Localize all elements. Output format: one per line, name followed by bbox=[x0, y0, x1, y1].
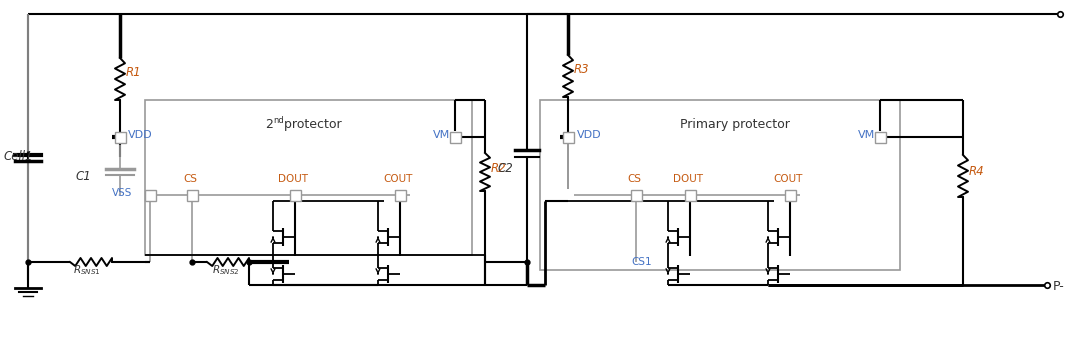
Bar bbox=[114, 131, 125, 143]
Bar bbox=[631, 189, 642, 201]
Text: COUT: COUT bbox=[773, 174, 802, 184]
Text: $R_{SNS2}$: $R_{SNS2}$ bbox=[212, 263, 240, 277]
Bar bbox=[540, 100, 900, 270]
Bar bbox=[685, 189, 696, 201]
Text: VM: VM bbox=[858, 130, 875, 140]
Text: R1: R1 bbox=[126, 66, 141, 79]
Text: nd: nd bbox=[273, 116, 284, 125]
Text: VSS: VSS bbox=[112, 188, 133, 198]
Text: protector: protector bbox=[280, 118, 341, 131]
Bar bbox=[145, 189, 156, 201]
Text: C2: C2 bbox=[497, 162, 513, 175]
Text: VM: VM bbox=[433, 130, 450, 140]
Text: P-: P- bbox=[1053, 280, 1065, 294]
Bar bbox=[394, 189, 405, 201]
Text: R2: R2 bbox=[491, 162, 507, 175]
Text: C1: C1 bbox=[76, 171, 92, 184]
Text: DOUT: DOUT bbox=[278, 174, 308, 184]
Text: 2: 2 bbox=[265, 118, 273, 131]
Bar bbox=[187, 189, 198, 201]
Text: CS1: CS1 bbox=[631, 257, 651, 267]
Bar bbox=[449, 131, 460, 143]
Text: CS: CS bbox=[627, 174, 642, 184]
Text: Primary protector: Primary protector bbox=[680, 118, 789, 131]
Bar bbox=[563, 131, 573, 143]
Text: R3: R3 bbox=[573, 63, 590, 76]
Text: VDD: VDD bbox=[129, 130, 152, 140]
Text: VDD: VDD bbox=[577, 130, 602, 140]
Text: DOUT: DOUT bbox=[673, 174, 703, 184]
Text: $R_{SNS1}$: $R_{SNS1}$ bbox=[73, 263, 100, 277]
Bar bbox=[145, 100, 472, 255]
Text: Cell1: Cell1 bbox=[3, 151, 32, 163]
Text: R4: R4 bbox=[969, 165, 985, 178]
Bar bbox=[289, 189, 300, 201]
Text: CS: CS bbox=[183, 174, 197, 184]
Bar bbox=[875, 131, 886, 143]
Bar bbox=[784, 189, 796, 201]
Text: COUT: COUT bbox=[383, 174, 413, 184]
